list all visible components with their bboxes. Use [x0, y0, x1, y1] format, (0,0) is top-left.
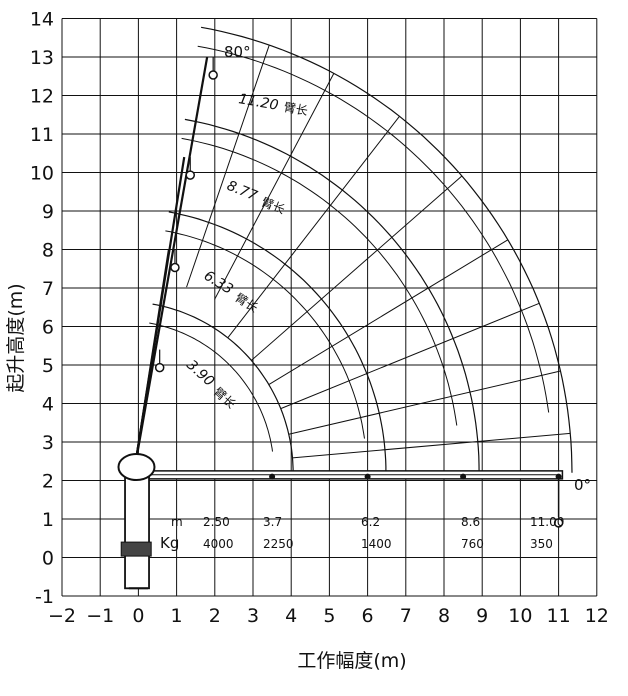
load-value: 350: [530, 537, 553, 551]
x-tick-label: 11: [547, 605, 571, 627]
boom-arc-inner: [181, 137, 458, 426]
boom-joint-marker: [555, 473, 562, 480]
boom-arc-outer: [184, 118, 480, 473]
boom-length-3-90: 3.90: [183, 357, 217, 390]
load-value: 1400: [361, 537, 392, 551]
boom-unit-6-33: 臂长: [233, 291, 261, 316]
boom-joint-marker: [269, 473, 276, 480]
hook-icon: [208, 70, 218, 80]
load-table: m Kg 2.50 3.7 6.2 8.6 11.00 4000 2250 14…: [160, 515, 564, 552]
load-table-load-label: Kg: [160, 534, 179, 552]
angle-label-0: 0°: [574, 476, 591, 494]
angle-ray: [292, 432, 571, 459]
radius-value: 3.7: [263, 515, 282, 529]
x-tick-label: 6: [362, 605, 374, 627]
y-tick-label: 9: [42, 201, 54, 223]
crane-column: [124, 471, 150, 590]
x-tick-label: 8: [438, 605, 450, 627]
angle-ray: [288, 370, 561, 435]
radius-value: 11.00: [530, 515, 564, 529]
x-tick-label: −2: [48, 605, 76, 627]
y-tick-label: 8: [42, 240, 54, 262]
boom-arc-outer: [152, 303, 294, 473]
load-value: 760: [461, 537, 484, 551]
x-tick-label: 3: [247, 605, 259, 627]
x-tick-label: 5: [323, 605, 335, 627]
boom-unit-11-20: 臂长: [283, 100, 309, 118]
y-tick-label: 1: [42, 509, 54, 531]
radius-value: 8.6: [461, 515, 480, 529]
angle-ray: [280, 302, 540, 410]
boom-length-6-33: 6.33: [201, 268, 236, 298]
crane-slewing-head: [117, 453, 156, 482]
crane-base-block: [120, 541, 152, 557]
y-tick-label: 5: [42, 355, 54, 377]
boom-joint-marker: [364, 473, 371, 480]
boom-structure: [117, 56, 564, 590]
y-tick-label: 2: [42, 471, 54, 493]
y-tick-label: 4: [42, 394, 54, 416]
y-tick-label: 6: [42, 317, 54, 339]
load-table-radius-label: m: [171, 515, 183, 529]
hook-icon: [553, 518, 564, 528]
y-tick-label: 0: [42, 548, 54, 570]
angle-ray: [251, 175, 463, 361]
y-axis-label: 起升高度(m): [5, 283, 27, 392]
boom-arc-inner: [165, 230, 365, 439]
boom-length-11-20: 11.20: [237, 91, 279, 114]
hook-icon: [185, 170, 195, 180]
angle-ray: [186, 44, 270, 288]
angle-ray: [227, 116, 400, 339]
y-tick-label: 11: [30, 124, 54, 146]
radius-value: 2.50: [203, 515, 230, 529]
x-tick-label: 9: [476, 605, 488, 627]
y-tick-label: 12: [30, 86, 54, 108]
x-tick-label: 12: [585, 605, 609, 627]
x-tick-label: −1: [86, 605, 114, 627]
boom-joint-marker: [460, 473, 467, 480]
x-axis-label: 工作幅度(m): [297, 650, 406, 672]
y-tick-label: 14: [30, 9, 54, 31]
tick-labels: −2 −1 0 1 2 3 4 5 6 7 8 9 10 11 12-1012345678910111213…: [30, 9, 609, 628]
boom-raised-section: [133, 349, 155, 470]
angle-rays: [186, 44, 571, 459]
x-tick-label: 4: [285, 605, 297, 627]
load-value: 2250: [263, 537, 294, 551]
y-tick-label: 7: [42, 278, 54, 300]
y-tick-label: -1: [35, 586, 54, 608]
x-tick-label: 2: [209, 605, 221, 627]
boom-length-8-77: 8.77: [225, 178, 260, 205]
boom-label-11-20: 11.20 臂长: [237, 91, 309, 118]
load-value: 4000: [203, 537, 234, 551]
boom-arcs: [149, 26, 573, 473]
hook-icon: [170, 262, 180, 273]
x-tick-label: 10: [508, 605, 532, 627]
boom-arc-outer: [168, 211, 387, 473]
y-tick-label: 10: [30, 163, 54, 185]
angle-ray: [214, 73, 335, 300]
boom-arc-outer: [200, 26, 573, 473]
angle-ray: [268, 239, 509, 385]
x-tick-label: 7: [400, 605, 412, 627]
hook-icon: [154, 362, 165, 373]
boom-arc-inner: [197, 45, 550, 413]
y-tick-label: 13: [30, 47, 54, 69]
y-tick-label: 3: [42, 432, 54, 454]
angle-label-80: 80°: [224, 43, 251, 61]
radius-value: 6.2: [361, 515, 380, 529]
boom-unit-8-77: 臂长: [259, 195, 287, 217]
boom-arc-inner: [149, 322, 273, 452]
x-tick-label: 1: [171, 605, 183, 627]
x-tick-label: 0: [132, 605, 144, 627]
